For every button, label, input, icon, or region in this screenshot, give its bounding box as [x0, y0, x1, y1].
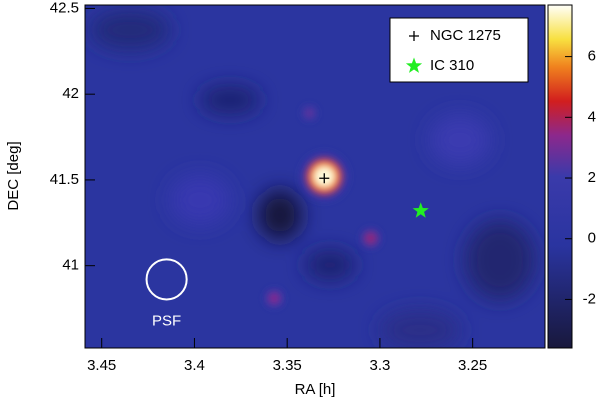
- y-tick-label: 42.5: [50, 0, 79, 16]
- legend-label: NGC 1275: [430, 27, 501, 44]
- source-marker: [319, 173, 330, 184]
- legend-marker: [409, 31, 419, 41]
- psf-circle: [145, 258, 188, 301]
- colorbar-tick-label: -2: [583, 290, 596, 307]
- source-marker: [412, 202, 429, 218]
- legend-label: IC 310: [430, 57, 474, 74]
- plus: [409, 31, 419, 41]
- colorbar-tick-label: 0: [588, 230, 596, 247]
- x-axis-title: RA [h]: [295, 381, 336, 398]
- x-tick-label: 3.3: [369, 357, 390, 374]
- y-axis-title: DEC [deg]: [5, 141, 22, 210]
- peak: [302, 105, 317, 121]
- x-tick-label: 3.35: [273, 357, 302, 374]
- peak: [361, 228, 380, 248]
- plot-frame: [84, 4, 546, 349]
- y-tick-label: 42: [62, 85, 79, 102]
- y-tick-label: 41: [62, 257, 79, 274]
- colorbar-tick-label: 6: [588, 48, 596, 65]
- y-tick-label: 41.5: [50, 171, 79, 188]
- peak-layer: [364, 232, 377, 245]
- x-tick-label: 3.4: [184, 357, 205, 374]
- colorbar-tick-label: 4: [588, 108, 596, 125]
- x-tick-label: 3.45: [87, 357, 116, 374]
- legend: [389, 17, 529, 83]
- colorbar: [547, 4, 573, 349]
- peak-layer: [304, 108, 315, 118]
- peak: [265, 289, 283, 308]
- plus: [319, 173, 330, 184]
- legend-marker: [405, 57, 423, 73]
- psf-label: PSF: [152, 312, 181, 329]
- x-tick-label: 3.25: [458, 357, 487, 374]
- colorbar-tick-label: 2: [588, 169, 596, 186]
- peak-layer: [268, 292, 281, 305]
- map-texture: [90, 10, 535, 348]
